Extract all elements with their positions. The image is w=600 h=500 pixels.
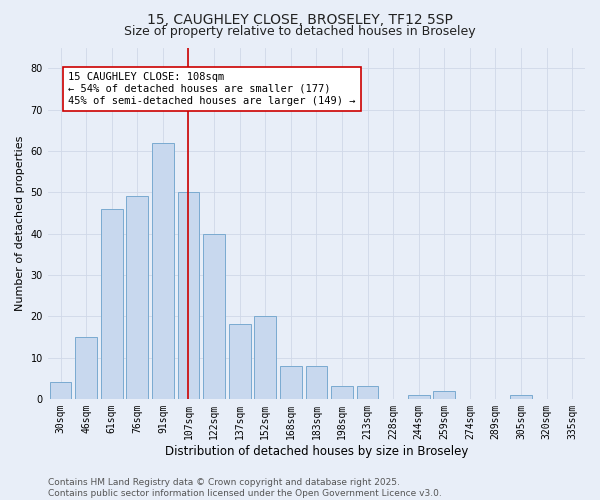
Bar bbox=[408, 394, 430, 399]
X-axis label: Distribution of detached houses by size in Broseley: Distribution of detached houses by size … bbox=[165, 444, 468, 458]
Bar bbox=[305, 366, 327, 399]
Bar bbox=[254, 316, 276, 399]
Bar bbox=[101, 208, 122, 399]
Bar bbox=[127, 196, 148, 399]
Bar bbox=[229, 324, 251, 399]
Bar bbox=[152, 142, 174, 399]
Bar bbox=[203, 234, 225, 399]
Text: Contains HM Land Registry data © Crown copyright and database right 2025.
Contai: Contains HM Land Registry data © Crown c… bbox=[48, 478, 442, 498]
Bar bbox=[356, 386, 379, 399]
Bar bbox=[331, 386, 353, 399]
Text: 15 CAUGHLEY CLOSE: 108sqm
← 54% of detached houses are smaller (177)
45% of semi: 15 CAUGHLEY CLOSE: 108sqm ← 54% of detac… bbox=[68, 72, 356, 106]
Text: Size of property relative to detached houses in Broseley: Size of property relative to detached ho… bbox=[124, 25, 476, 38]
Bar bbox=[433, 390, 455, 399]
Bar bbox=[510, 394, 532, 399]
Bar bbox=[75, 337, 97, 399]
Bar bbox=[50, 382, 71, 399]
Y-axis label: Number of detached properties: Number of detached properties bbox=[15, 136, 25, 311]
Bar bbox=[280, 366, 302, 399]
Bar bbox=[178, 192, 199, 399]
Text: 15, CAUGHLEY CLOSE, BROSELEY, TF12 5SP: 15, CAUGHLEY CLOSE, BROSELEY, TF12 5SP bbox=[147, 12, 453, 26]
